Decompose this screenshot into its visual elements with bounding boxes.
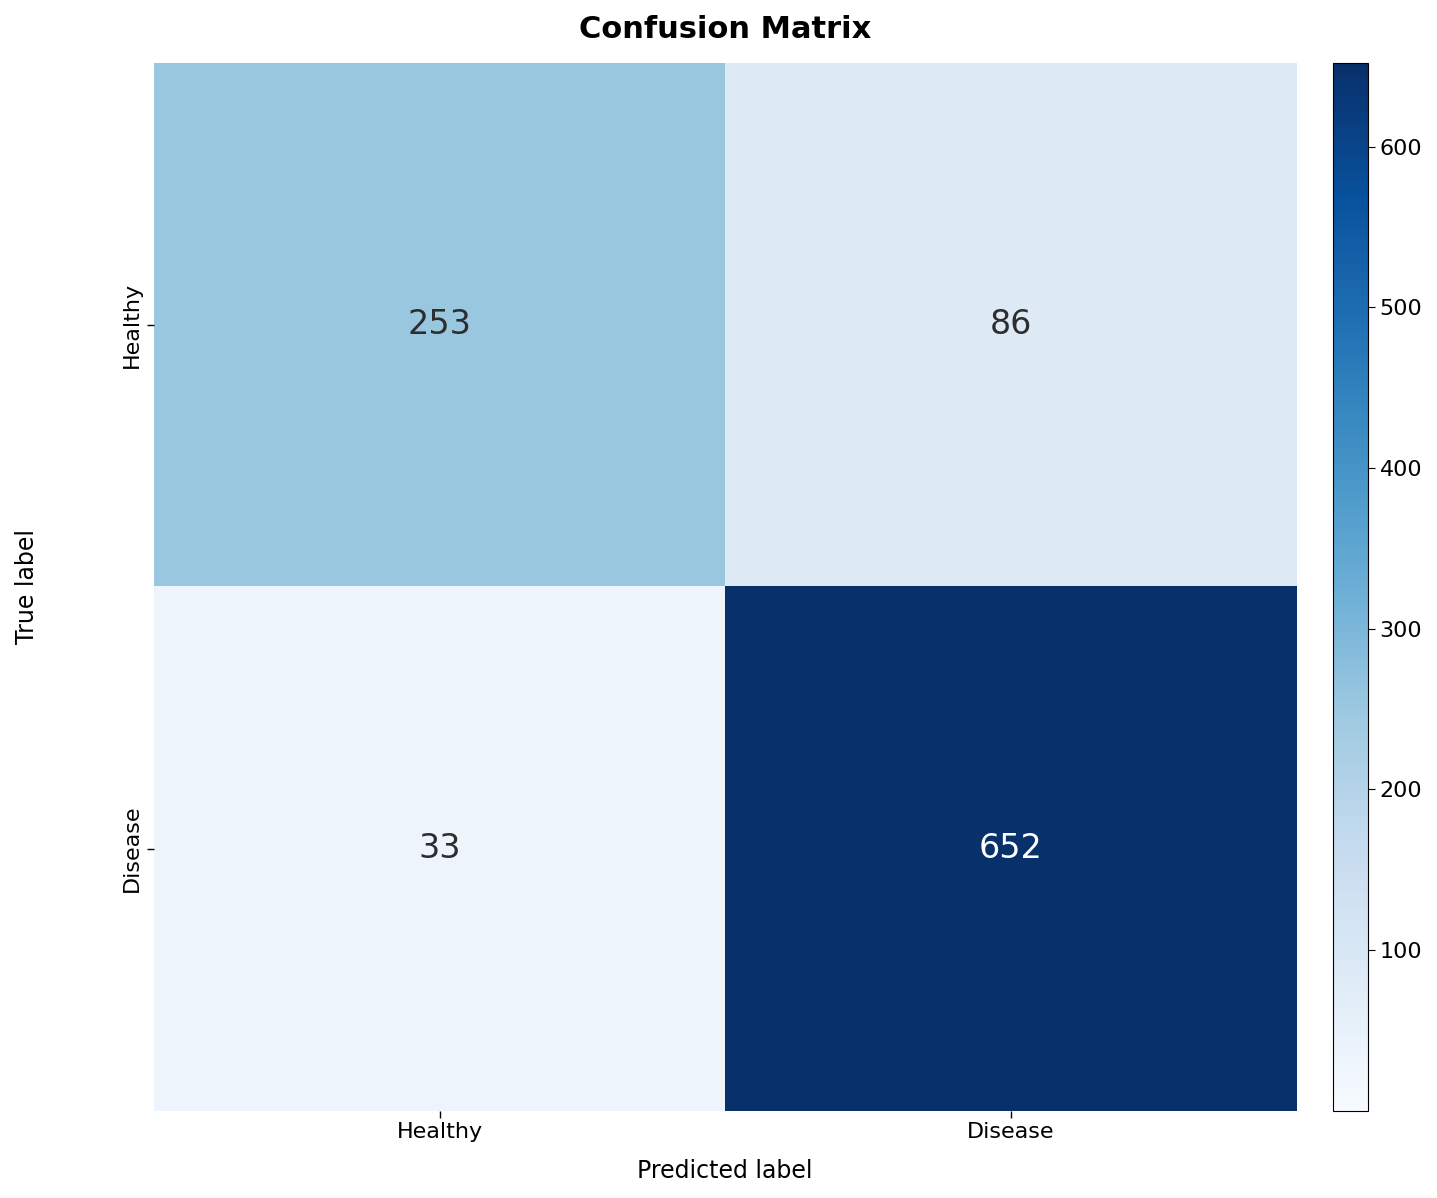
X-axis label: Predicted label: Predicted label (638, 1158, 813, 1182)
Title: Confusion Matrix: Confusion Matrix (579, 16, 871, 44)
Y-axis label: True label: True label (14, 530, 39, 645)
Text: 33: 33 (418, 833, 461, 865)
Text: 253: 253 (408, 308, 471, 341)
Text: 652: 652 (979, 833, 1043, 865)
Text: 86: 86 (990, 308, 1032, 341)
